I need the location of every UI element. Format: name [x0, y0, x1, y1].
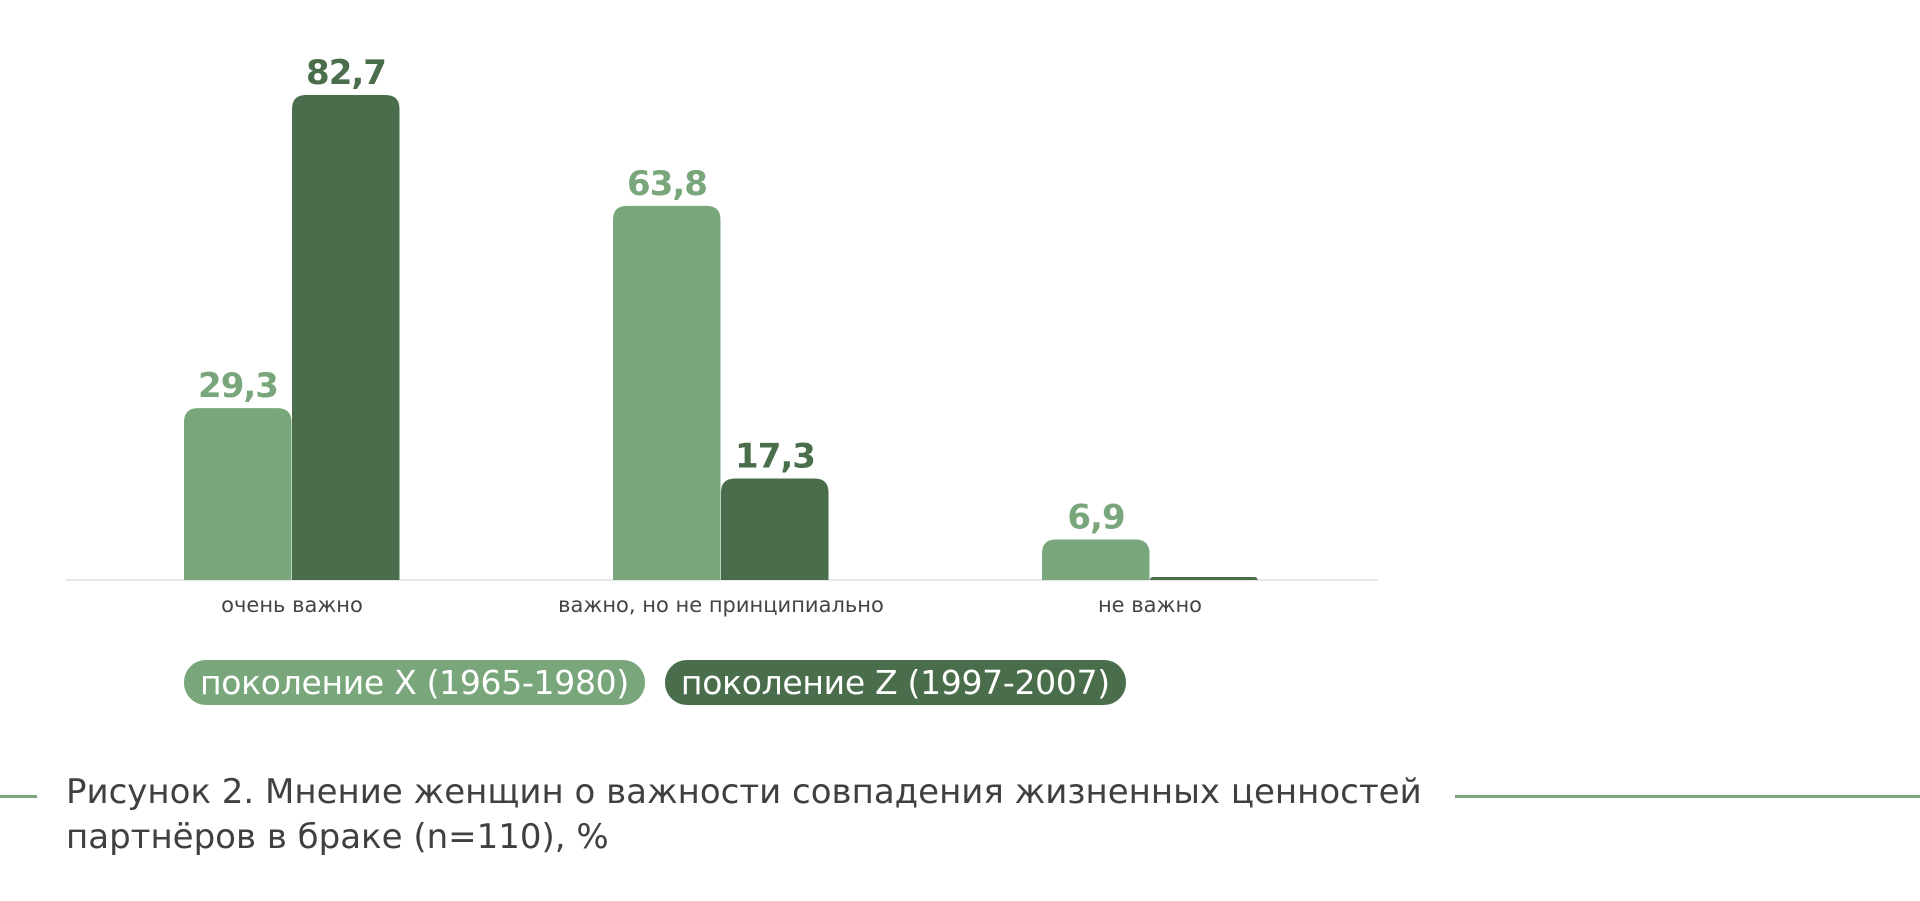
- data-label-series-1-category-1: 29,3: [198, 366, 278, 406]
- data-label-series-2-category-1: 82,7: [306, 53, 386, 93]
- caption-divider-right: [1455, 795, 1920, 798]
- bar-series-1-category-3: [1042, 539, 1150, 580]
- figure-caption: Рисунок 2. Мнение женщин о важности совп…: [66, 770, 1436, 860]
- bar-chart: 29,3 82,7 очень важно 63,8 17,3 важно, но не …: [66, 53, 1378, 617]
- x-tick-label-category-3: не важно: [1098, 593, 1202, 617]
- caption-divider-left: [0, 795, 37, 798]
- caption-line-2: партнёров в браке (n=110), %: [66, 817, 609, 857]
- x-tick-label-category-1: очень важно: [221, 593, 363, 617]
- bar-series-1-category-1: [184, 408, 292, 580]
- bar-series-1-category-2: [613, 205, 721, 580]
- legend-item-generation-x: поколение X (1965-1980): [184, 660, 645, 705]
- bar-series-2-category-2: [721, 478, 829, 580]
- data-label-series-1-category-2: 63,8: [627, 164, 707, 204]
- data-label-series-1-category-3: 6,9: [1067, 498, 1124, 538]
- bar-series-2-category-1: [292, 95, 400, 580]
- x-tick-label-category-2: важно, но не принципиально: [558, 593, 884, 617]
- bar-series-2-category-3: [1150, 577, 1258, 580]
- legend-item-generation-z: поколение Z (1997-2007): [664, 660, 1126, 705]
- chart-legend: поколение X (1965-1980) поколение Z (199…: [184, 660, 1126, 705]
- data-label-series-2-category-2: 17,3: [735, 437, 815, 477]
- caption-line-1: Рисунок 2. Мнение женщин о важности совп…: [66, 772, 1422, 812]
